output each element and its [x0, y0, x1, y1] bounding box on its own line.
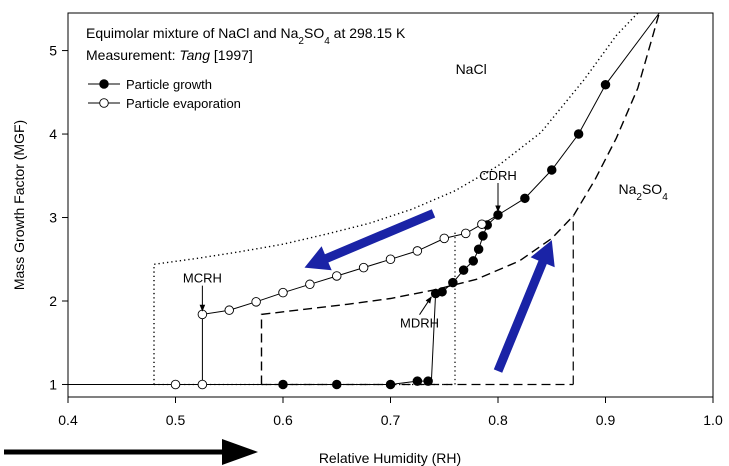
label-na2so4: Na2SO4: [618, 181, 668, 203]
data-point-particle-growth: [547, 165, 557, 175]
series-line-na2so4: [260, 13, 660, 385]
data-point-particle-growth: [573, 129, 584, 139]
data-point-particle-growth: [423, 376, 433, 386]
x-axis: 0.4 0.5 0.6 0.7 0.8 0.9 1.0: [58, 397, 723, 428]
legend-marker: [99, 79, 109, 89]
data-point-particle-growth: [332, 379, 342, 390]
data-point-particle-growth: [478, 231, 488, 241]
data-point-particle-evaporation: [439, 233, 450, 244]
data-point-particle-growth: [385, 379, 396, 390]
legend: Particle growth Particle evaporation: [88, 77, 241, 111]
rh-direction-arrow: [4, 439, 258, 465]
data-point-particle-growth: [493, 210, 503, 220]
label-cdrh: CDRH: [479, 168, 517, 183]
data-point-particle-evaporation: [197, 379, 208, 390]
series-line-nacl: [153, 13, 639, 385]
x-tick-label: 0.7: [381, 412, 401, 428]
data-point-particle-evaporation: [224, 305, 234, 315]
y-axis: 1 2 3 4 5: [49, 43, 68, 392]
evaporation-direction-arrow: [304, 209, 436, 271]
data-point-particle-growth: [278, 379, 288, 390]
label-mcrh: MCRH: [183, 271, 222, 286]
label-mdrh: MDRH: [400, 316, 439, 331]
data-point-particle-growth: [600, 80, 611, 90]
legend-label: Particle evaporation: [126, 96, 241, 111]
x-tick-label: 1.0: [703, 412, 723, 428]
y-tick-label: 1: [49, 376, 57, 392]
legend-marker: [99, 98, 109, 108]
series-line-particle-evaporation: [175, 214, 499, 385]
data-point-particle-growth: [412, 376, 423, 386]
series-lines: [68, 13, 660, 385]
data-point-particle-evaporation: [305, 279, 315, 290]
data-point-particle-evaporation: [278, 287, 288, 298]
y-tick-label: 4: [49, 126, 57, 142]
data-point-particle-growth: [458, 265, 469, 275]
x-tick-label: 0.5: [166, 412, 186, 428]
annotations: NaCl Na2SO4 CDRH MCRH MDRH: [183, 61, 668, 331]
label-nacl: NaCl: [456, 61, 487, 77]
data-point-particle-growth: [448, 277, 458, 288]
data-point-particle-evaporation: [170, 379, 181, 390]
data-point-particle-growth: [437, 287, 447, 297]
direction-arrows: [304, 209, 555, 373]
x-tick-label: 0.8: [488, 412, 508, 428]
data-point-particle-evaporation: [197, 309, 208, 320]
data-point-particle-evaporation: [251, 297, 261, 307]
chart-title-line: Measurement: Tang [1997]: [86, 47, 253, 63]
chart-title: Equimolar mixture of NaCl and Na2SO4 at …: [86, 25, 406, 63]
data-point-particle-evaporation: [358, 262, 369, 273]
data-point-particle-growth: [473, 244, 484, 254]
y-tick-label: 5: [49, 43, 57, 59]
data-point-particle-evaporation: [461, 228, 471, 239]
data-point-particle-evaporation: [477, 219, 487, 229]
chart-title-line: Equimolar mixture of NaCl and Na2SO4 at …: [86, 25, 406, 47]
data-point-particle-evaporation: [332, 271, 342, 281]
data-point-particle-evaporation: [385, 254, 396, 265]
x-axis-label: Relative Humidity (RH): [319, 450, 461, 466]
data-point-particle-evaporation: [412, 246, 423, 256]
growth-direction-arrow: [493, 240, 555, 373]
x-tick-label: 0.4: [58, 412, 78, 428]
data-point-particle-growth: [468, 256, 479, 266]
data-point-particle-growth: [520, 193, 530, 204]
x-tick-label: 0.9: [596, 412, 616, 428]
y-tick-label: 2: [49, 293, 57, 309]
y-tick-label: 3: [49, 210, 57, 226]
series-line-particle-growth: [68, 13, 660, 385]
label-mdrh-pointer: [419, 296, 432, 315]
x-tick-label: 0.6: [273, 412, 293, 428]
y-axis-label: Mass Growth Factor (MGF): [11, 120, 27, 290]
data-points: [170, 80, 611, 390]
legend-label: Particle growth: [126, 77, 212, 92]
